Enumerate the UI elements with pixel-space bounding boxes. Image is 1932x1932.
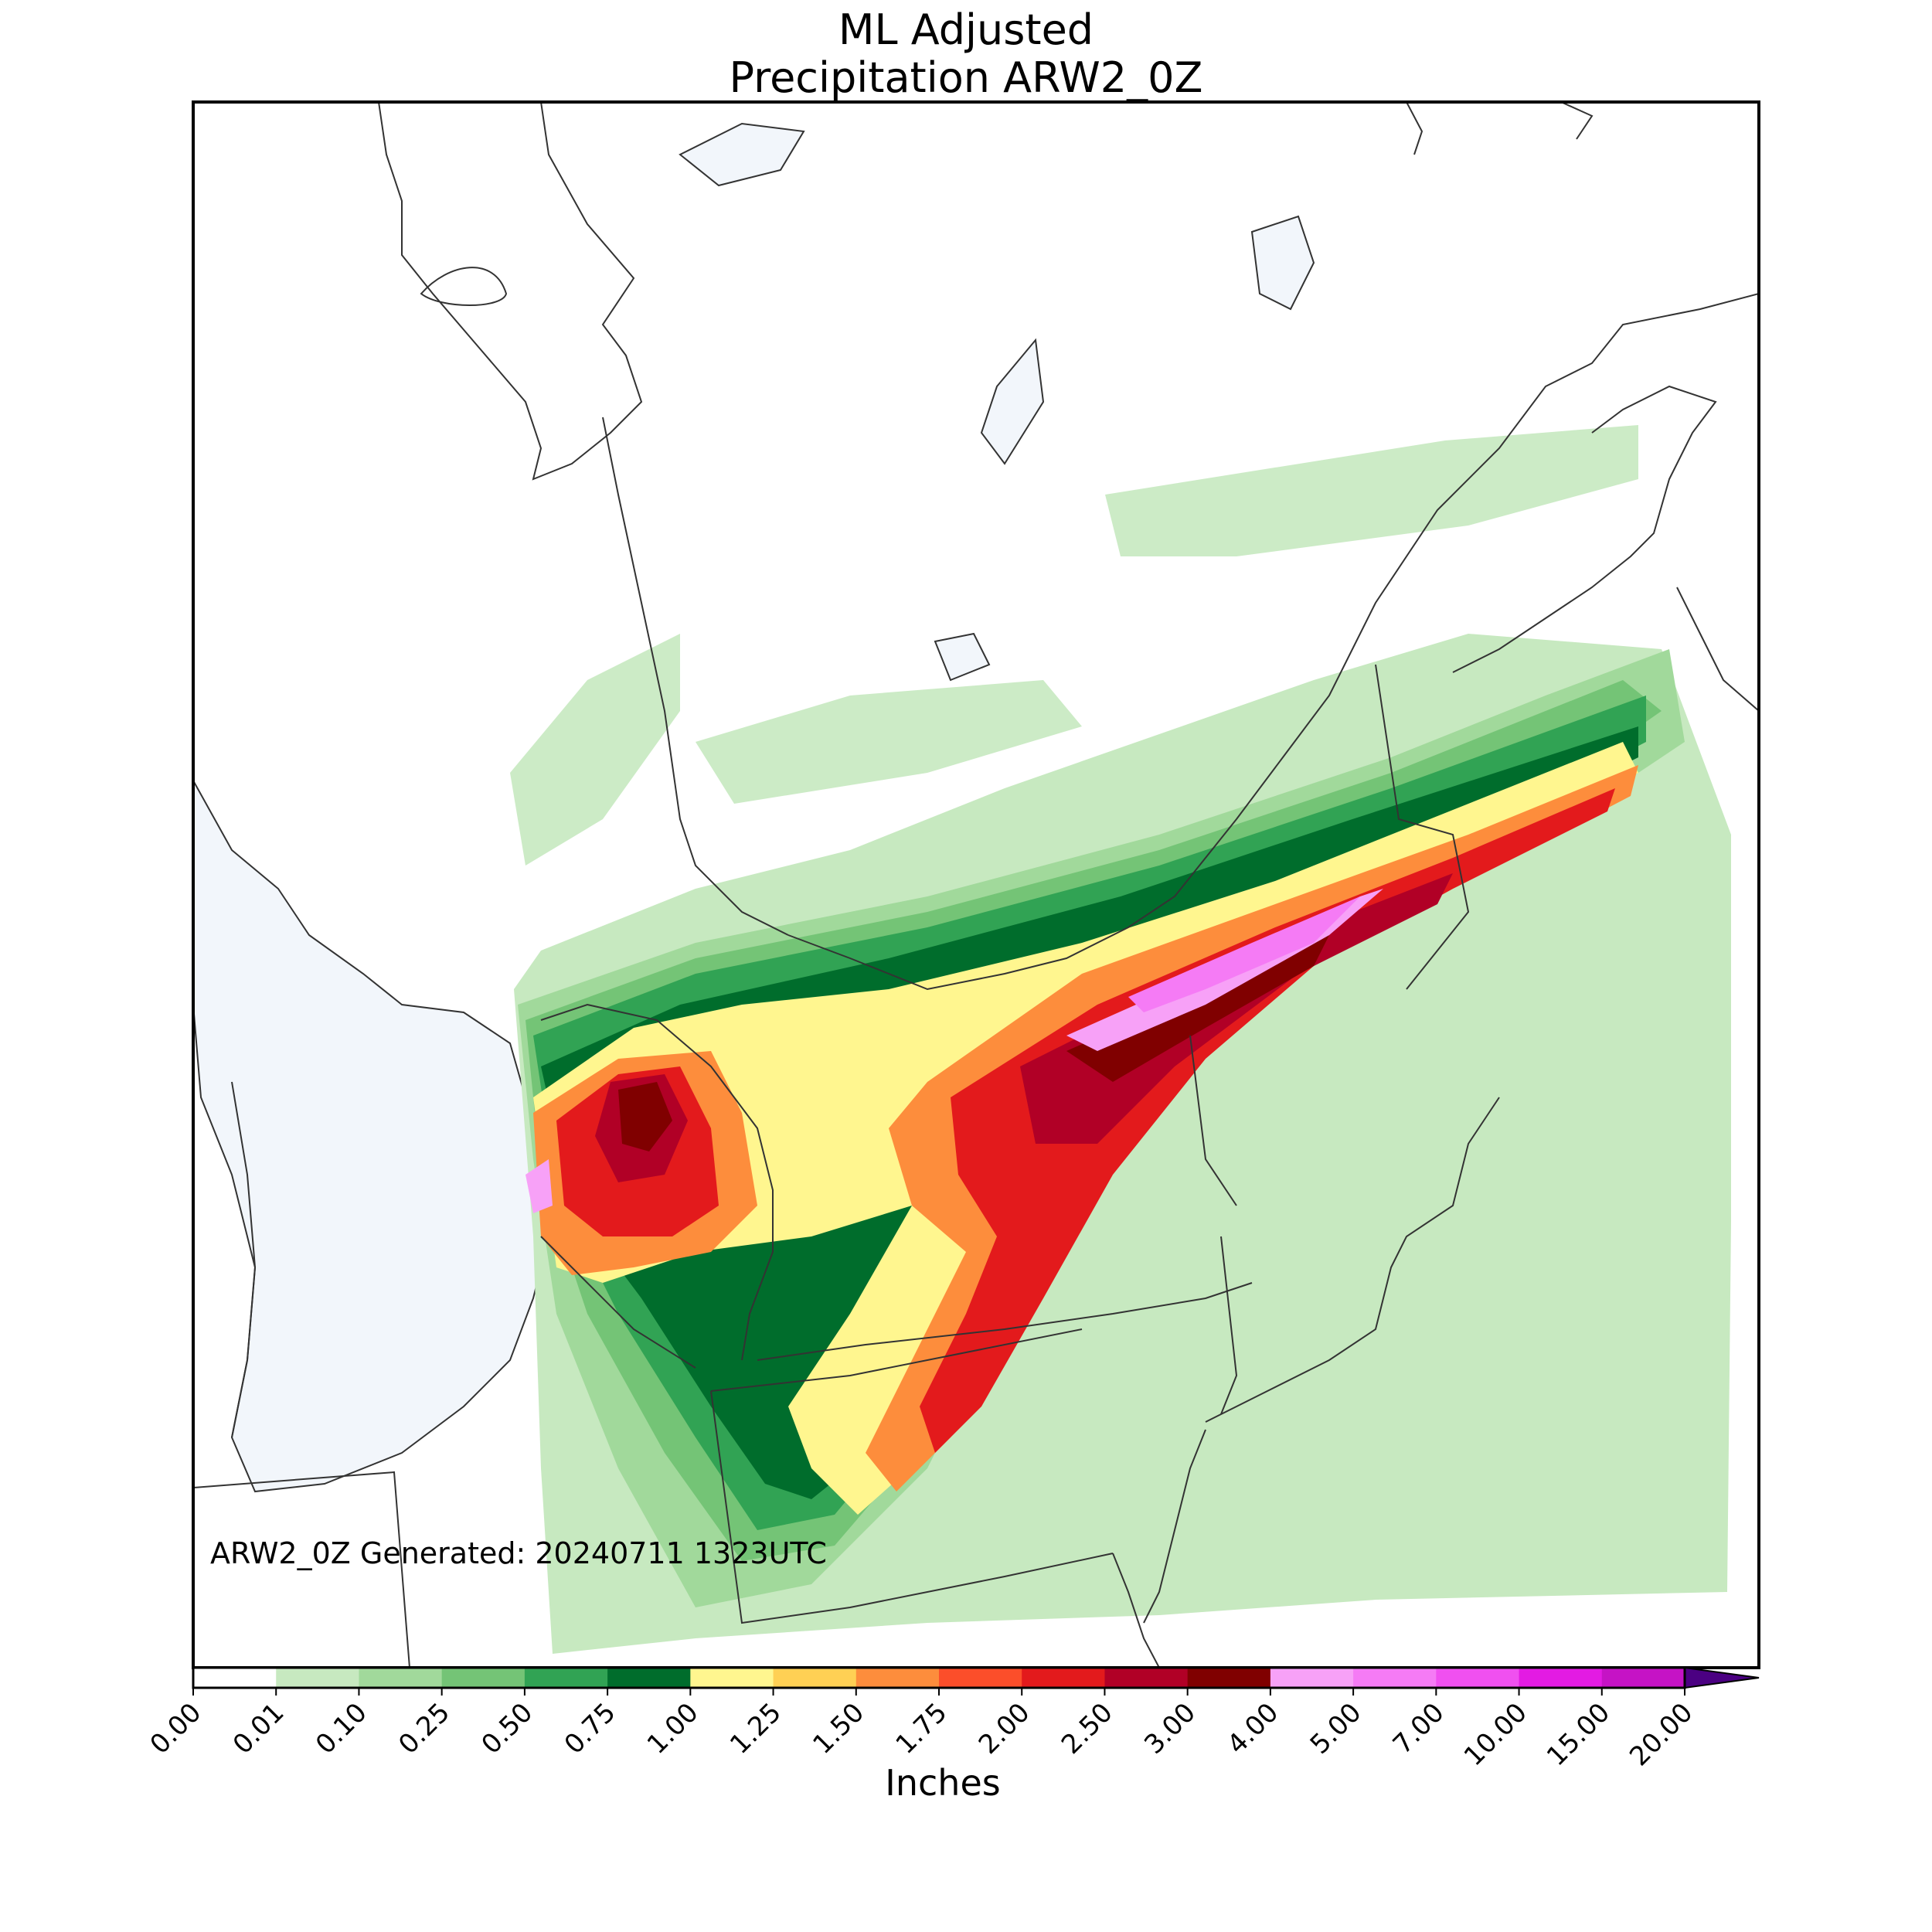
precip-band-14 <box>1128 896 1360 1012</box>
colorbar-box <box>1104 1668 1189 1688</box>
gaspe-coast <box>1452 385 1717 673</box>
north-lake-4 <box>934 632 991 682</box>
colorbar-tick-label: 1.50 <box>807 1697 870 1760</box>
james-bay-island <box>420 267 508 306</box>
colorbar-tick-label: 1.00 <box>641 1697 705 1760</box>
north-lake-2 <box>1250 215 1315 311</box>
colorbar-tick-label: 15.00 <box>1541 1697 1616 1772</box>
ontario-peninsula <box>540 1003 774 1361</box>
colorbar-box <box>1601 1668 1685 1688</box>
colorbar-box <box>1187 1668 1271 1688</box>
colorbar-tick-label: 0.01 <box>227 1697 291 1760</box>
north-lake-1 <box>679 122 805 187</box>
colorbar-tick-label: 5.00 <box>1304 1697 1368 1760</box>
colorbar-box <box>524 1668 608 1688</box>
ohio-border <box>193 1471 410 1668</box>
precip-band-11 <box>618 1082 672 1151</box>
colorbar-box <box>607 1668 691 1688</box>
precipitation-field <box>510 425 1731 1654</box>
far-north-coast <box>1406 102 1423 155</box>
colorbar-box <box>193 1668 277 1688</box>
colorbar-box <box>276 1668 359 1688</box>
colorbar-box <box>939 1668 1022 1688</box>
colorbar-box <box>1353 1668 1437 1688</box>
lake-erie-shore <box>540 1236 696 1369</box>
ny-east <box>1220 1236 1238 1415</box>
colorbar-box <box>359 1668 443 1688</box>
colorbar-tick-label: 3.00 <box>1138 1697 1202 1760</box>
colorbar-box <box>690 1668 774 1688</box>
colorbar-box <box>1519 1668 1603 1688</box>
colorbar-tick-label: 2.00 <box>973 1697 1036 1760</box>
st-lawrence-north <box>787 293 1759 991</box>
colorbar-box <box>773 1668 857 1688</box>
quebec-ontario-border <box>602 417 789 936</box>
colorbar-tick-label: 0.50 <box>475 1697 539 1760</box>
precip-band-15 <box>526 1159 553 1213</box>
nj-coast <box>1112 1553 1160 1668</box>
colorbar-tick-label: 1.25 <box>724 1697 787 1760</box>
ny-pa-border <box>710 1390 1114 1624</box>
colorbar-box <box>441 1668 526 1688</box>
colorbar-tick-label: 1.75 <box>890 1697 954 1760</box>
colorbar-tick-label: 7.00 <box>1387 1697 1451 1760</box>
colorbar <box>192 1666 1760 1689</box>
long-island <box>1143 1429 1206 1624</box>
north-lake-3 <box>980 338 1045 465</box>
lake-michigan-shore <box>231 1081 257 1438</box>
colorbar-box <box>1270 1668 1354 1688</box>
colorbar-tick-label: 0.75 <box>559 1697 622 1760</box>
colorbar-box <box>1022 1668 1105 1688</box>
colorbar-tick-label: 4.00 <box>1221 1697 1284 1760</box>
precip-north-2 <box>696 680 1082 804</box>
ns-coast <box>1676 587 1759 712</box>
colorbar-tick-label: 10.00 <box>1458 1697 1533 1772</box>
colorbar-tick-label: 2.50 <box>1056 1697 1119 1760</box>
hudson-bay-coast <box>378 102 643 481</box>
colorbar-tick-label: 0.10 <box>310 1697 373 1760</box>
precip-north-0 <box>1105 425 1638 556</box>
colorbar-box <box>855 1668 940 1688</box>
colorbar-tick-label: 0.25 <box>393 1697 456 1760</box>
east-labrador-coast <box>1560 102 1594 140</box>
chart-title: ML Adjusted Precipitation ARW2_0Z <box>0 6 1932 102</box>
vermont-nh-border <box>1189 1035 1237 1206</box>
lake-michigan-huron <box>193 778 550 1493</box>
title-line-1: ML Adjusted <box>838 5 1094 54</box>
ny-border <box>757 1282 1253 1361</box>
colorbar-box <box>1436 1668 1520 1688</box>
colorbar-tick-label: 0.00 <box>145 1697 208 1760</box>
colorbar-tick-label: 20.00 <box>1624 1697 1699 1772</box>
colorbar-label: Inches <box>885 1762 1001 1804</box>
precip-north-1 <box>510 634 680 866</box>
borders <box>193 102 1759 1668</box>
title-line-2: Precipitation ARW2_0Z <box>729 53 1203 102</box>
colorbar-ticks: 0.00 0.01 0.10 0.25 0.50 0.75 1.00 1.25 1.50 1.75… <box>145 1688 1699 1772</box>
pa-north <box>710 1328 1083 1392</box>
colorbar-extend <box>1684 1666 1760 1689</box>
new-england-coast <box>1205 1097 1500 1423</box>
generated-stamp: ARW2_0Z Generated: 20240711 1323UTC <box>210 1536 827 1570</box>
maine-nb-border <box>1375 664 1470 990</box>
